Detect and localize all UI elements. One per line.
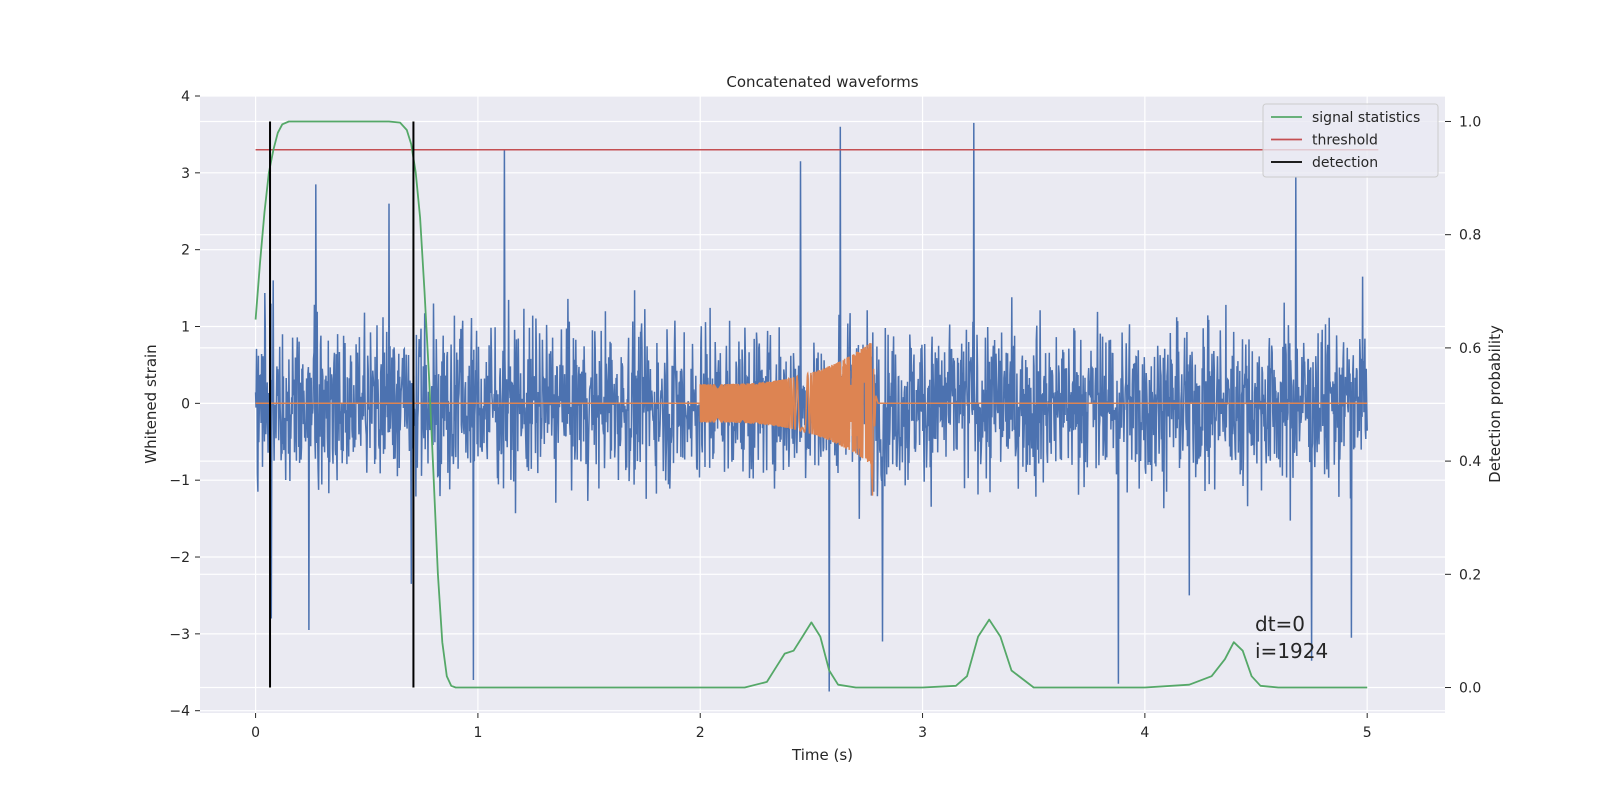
y2-tick-label: 1.0 [1459, 114, 1481, 130]
y2-tick-label: 0.2 [1459, 567, 1481, 583]
y-tick-label: −1 [169, 473, 190, 489]
y2-tick-label: 0.4 [1459, 454, 1481, 470]
y-tick-label: 0 [181, 396, 190, 412]
x-tick-label: 2 [696, 725, 705, 741]
series-signal-statistics [254, 120, 1368, 689]
legend-label-detection: detection [1312, 155, 1378, 171]
legend-label-threshold: threshold [1312, 133, 1378, 149]
y-tick-label: −2 [169, 550, 190, 566]
x-tick-label: 0 [251, 725, 260, 741]
plot-layer [254, 120, 1379, 692]
x-tick-label: 3 [918, 725, 927, 741]
y-tick-label: −3 [169, 627, 190, 643]
chart-title: Concatenated waveforms [726, 73, 918, 91]
y2-tick-label: 0.6 [1459, 341, 1481, 357]
x-axis-label: Time (s) [791, 746, 853, 764]
y-tick-label: −4 [169, 704, 190, 720]
annotation-dt: dt=0 [1255, 612, 1305, 636]
x-tick-label: 4 [1140, 725, 1149, 741]
y2-tick-label: 0.0 [1459, 681, 1481, 697]
y-axis-label: Whitened strain [142, 344, 160, 463]
y-tick-label: 1 [181, 320, 190, 336]
y2-tick-label: 0.8 [1459, 228, 1481, 244]
annotation-index: i=1924 [1255, 639, 1328, 663]
ticks: 0 1 2 3 4 5 4 3 2 1 0 −1 −2 −3 −4 1.0 0.8 0.6 0.4 0.2 0.0 [169, 89, 1481, 741]
y-tick-label: 2 [181, 243, 190, 259]
x-tick-label: 1 [473, 725, 482, 741]
legend: signal statistics threshold detection [1262, 103, 1439, 178]
legend-label-signal-statistics: signal statistics [1312, 110, 1420, 126]
y-tick-label: 3 [181, 166, 190, 182]
series-injected-waveform [255, 342, 1368, 496]
legend-box [1262, 103, 1439, 178]
y2-axis-label: Detection probability [1486, 325, 1504, 483]
x-tick-label: 5 [1363, 725, 1372, 741]
y-tick-label: 4 [181, 89, 190, 105]
